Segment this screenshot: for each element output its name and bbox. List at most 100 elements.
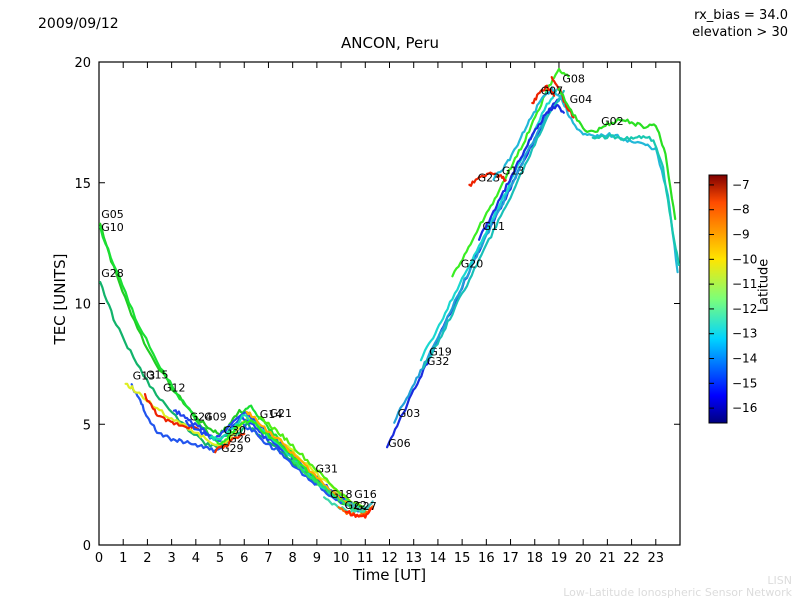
series-G02	[591, 134, 680, 266]
series-label-G14: G14	[260, 408, 283, 421]
series-label-G22: G22	[345, 499, 368, 512]
series-label-G05: G05	[101, 208, 124, 221]
date-label: 2009/09/12	[38, 16, 119, 32]
axis-ticks	[98, 61, 680, 546]
svg-text:−12: −12	[732, 302, 757, 316]
svg-text:16: 16	[478, 551, 495, 566]
svg-text:19: 19	[551, 551, 568, 566]
svg-text:20: 20	[575, 551, 592, 566]
series-G03	[393, 99, 561, 424]
series-G27	[344, 507, 374, 519]
series-G13	[130, 383, 362, 513]
series-G31	[291, 459, 367, 514]
svg-text:0: 0	[95, 551, 103, 566]
series-label-G02: G02	[601, 115, 624, 128]
series-G23	[468, 171, 507, 187]
svg-text:14: 14	[430, 551, 447, 566]
svg-text:20: 20	[74, 56, 91, 71]
svg-text:9: 9	[313, 551, 321, 566]
watermark-full-name: Low-Latitude Ionospheric Sensor Network	[563, 586, 792, 599]
series-label-G30: G30	[223, 424, 246, 437]
svg-text:12: 12	[381, 551, 398, 566]
svg-text:8: 8	[289, 551, 297, 566]
svg-text:18: 18	[526, 551, 543, 566]
series-label-G08: G08	[562, 73, 585, 86]
svg-text:3: 3	[167, 551, 175, 566]
series-G21	[257, 416, 367, 510]
series-label-G15: G15	[146, 368, 169, 381]
series-label-G31: G31	[315, 463, 338, 476]
series-label-G13b: G13	[502, 164, 525, 177]
series-label-G03: G03	[398, 407, 421, 420]
svg-text:5: 5	[216, 551, 224, 566]
series-G29	[214, 432, 246, 454]
chart-title: ANCON, Peru	[341, 34, 439, 52]
svg-text:−10: −10	[732, 252, 757, 266]
series-label-layer: G05G10G28G13G15G12G09G24G30G26G29G14G21G…	[101, 73, 623, 513]
series-label-G06: G06	[388, 437, 411, 450]
colorbar-gradient	[708, 174, 728, 424]
x-axis-title: Time [UT]	[352, 566, 427, 584]
svg-text:−13: −13	[732, 327, 757, 341]
series-label-G27: G27	[354, 500, 377, 513]
svg-text:−16: −16	[732, 401, 757, 415]
svg-text:6: 6	[240, 551, 248, 566]
series-label-G13: G13	[133, 370, 156, 383]
series-label-G23: G23	[478, 172, 501, 185]
series-label-G04: G04	[570, 93, 593, 106]
series-G16	[347, 500, 374, 511]
svg-text:10: 10	[333, 551, 350, 566]
svg-text:2: 2	[143, 551, 151, 566]
series-label-G18: G18	[330, 488, 353, 501]
svg-text:21: 21	[599, 551, 616, 566]
series-label-G26: G26	[228, 432, 251, 445]
svg-text:−11: −11	[732, 277, 757, 291]
series-label-G28: G28	[101, 267, 124, 280]
series-G13b	[492, 86, 679, 274]
series-G28	[99, 281, 367, 512]
series-label-G29: G29	[221, 442, 244, 455]
series-G15	[124, 382, 367, 510]
series-label-G16: G16	[354, 488, 377, 501]
series-label-G12: G12	[163, 382, 186, 395]
svg-text:7: 7	[264, 551, 272, 566]
svg-text:15: 15	[454, 551, 471, 566]
svg-text:0: 0	[83, 539, 91, 554]
svg-text:−15: −15	[732, 376, 757, 390]
svg-text:10: 10	[74, 298, 91, 313]
svg-text:17: 17	[502, 551, 519, 566]
series-label-G32: G32	[427, 355, 450, 368]
svg-text:13: 13	[405, 551, 422, 566]
axis-tick-labels: 0 1 2 3 4 5 6 7 8 9 10 11 12 13 14 15 16 17 18 19 20 21 22 2305…	[74, 56, 664, 566]
series-G07	[531, 84, 556, 105]
svg-text:11: 11	[357, 551, 374, 566]
watermark-lisn: LISN	[767, 574, 792, 587]
series-G14	[245, 410, 367, 513]
svg-text:−8: −8	[732, 203, 750, 217]
svg-text:−14: −14	[732, 352, 757, 366]
series-label-G20: G20	[461, 257, 484, 270]
series-label-G11: G11	[482, 220, 505, 233]
svg-text:−7: −7	[732, 178, 750, 192]
series-label-G07: G07	[541, 85, 564, 98]
data-series-layer	[99, 67, 680, 519]
colorbar-ticks: −7 −8 −9 −10 −11 −12 −13 −14 −15 −16	[709, 178, 757, 415]
series-label-G24: G24	[190, 411, 213, 424]
series-label-G10: G10	[101, 221, 124, 234]
svg-text:−9: −9	[732, 228, 750, 242]
series-label-G09: G09	[204, 411, 227, 424]
svg-text:4: 4	[192, 551, 200, 566]
series-G12	[143, 393, 200, 431]
series-label-G19: G19	[429, 345, 452, 358]
rx-bias-annotation: rx_bias = 34.0	[694, 8, 788, 23]
series-G04	[557, 87, 677, 221]
svg-text:1: 1	[119, 551, 127, 566]
svg-text:15: 15	[74, 177, 91, 192]
series-label-G21: G21	[269, 407, 292, 420]
svg-text:23: 23	[648, 551, 665, 566]
elevation-annotation: elevation > 30	[692, 25, 788, 40]
series-G19	[419, 87, 561, 362]
series-G11	[478, 104, 565, 241]
